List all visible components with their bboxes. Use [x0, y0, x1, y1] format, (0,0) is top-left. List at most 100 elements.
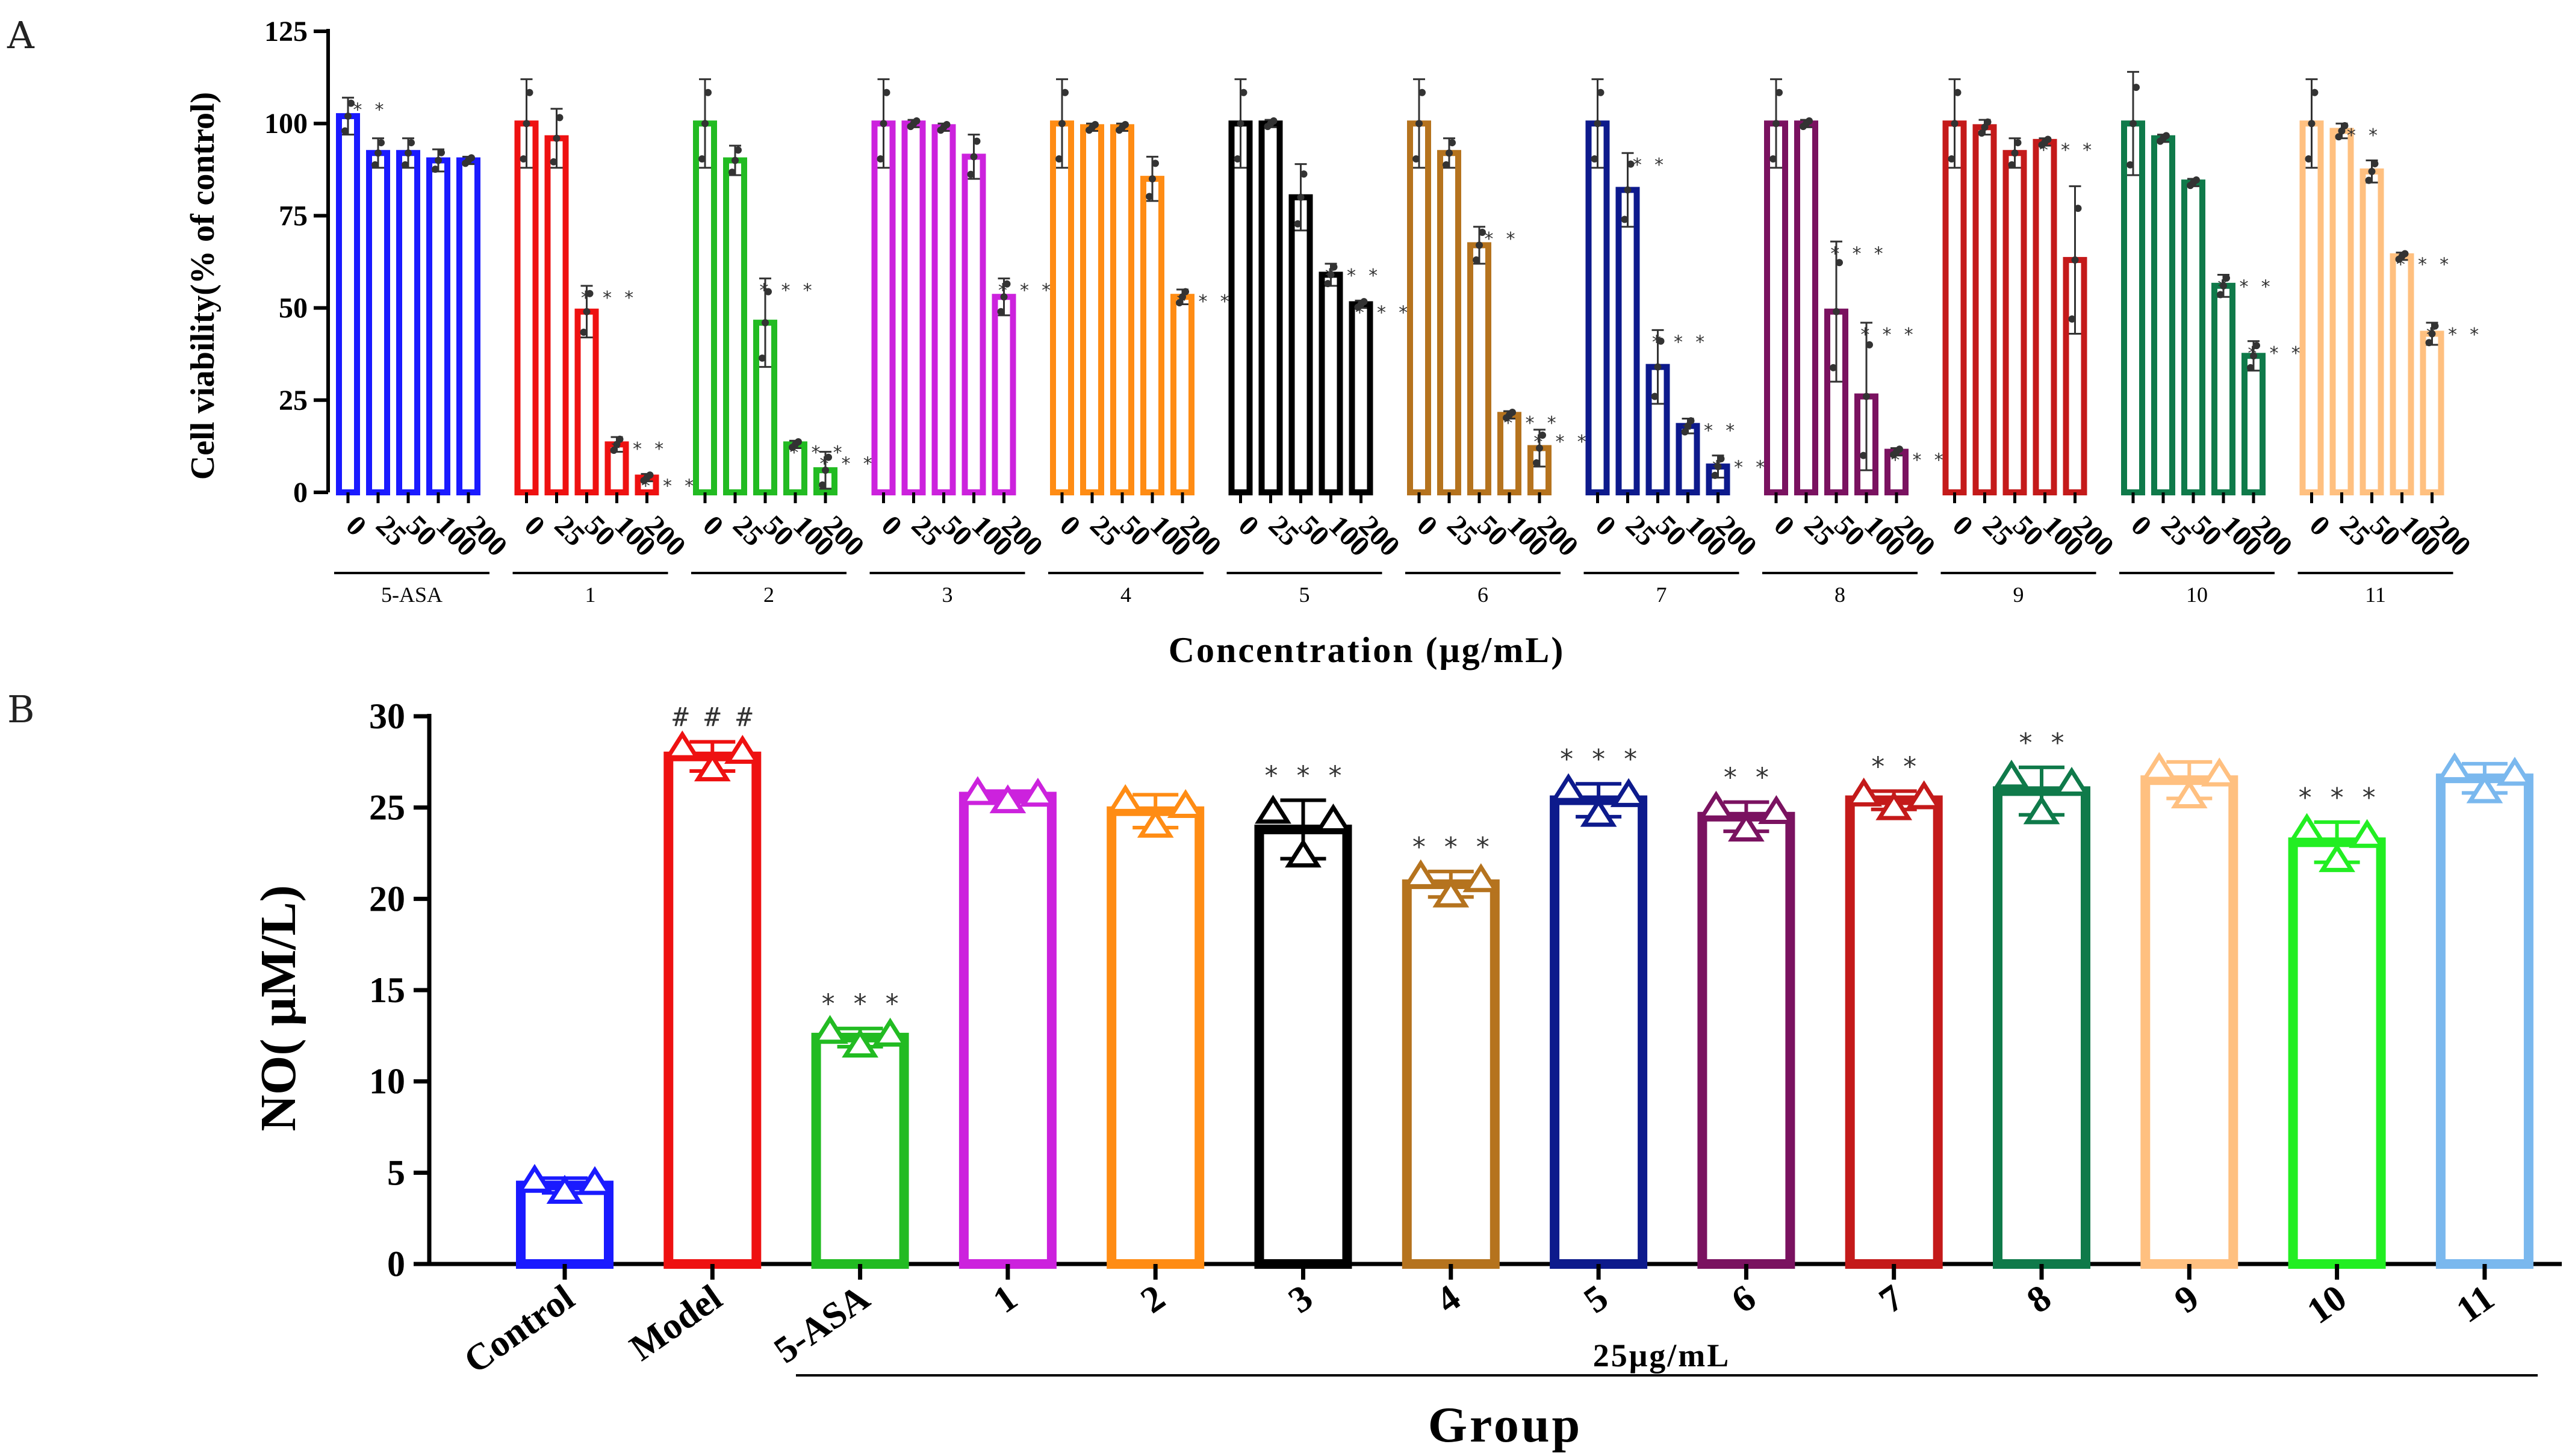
panel-a-data-point — [2217, 291, 2224, 299]
panel-b-triangle-point — [1137, 808, 1174, 838]
panel-a-significance: * * * — [1651, 332, 1705, 353]
panel-a-group-label: 4 — [1120, 583, 1131, 607]
panel-a-bar — [2299, 120, 2324, 495]
panel-a-data-point — [1948, 155, 1956, 163]
panel-a-bar — [2359, 168, 2384, 495]
panel-a-data-point — [2044, 135, 2052, 143]
panel-a-concentration-label: 0 — [1768, 509, 1800, 542]
panel-a-group-label: 5 — [1299, 583, 1310, 607]
panel-a-concentration-label: 0 — [697, 509, 729, 542]
panel-a-significance: * * * — [610, 439, 664, 460]
panel-a-bar — [426, 157, 450, 496]
panel-a-data-point — [402, 161, 409, 169]
panel-a-bar — [992, 294, 1016, 495]
panel-b-triangle-point — [1580, 798, 1617, 827]
panel-b-triangle-point — [2201, 757, 2238, 787]
panel-a-data-point — [1597, 88, 1605, 96]
panel-a-group-label: 1 — [585, 583, 596, 607]
panel-b-triangle-point — [812, 1015, 848, 1044]
panel-b-bar — [2140, 775, 2238, 1269]
panel-b-category-label: 5-ASA — [767, 1277, 877, 1372]
panel-a-data-point — [583, 308, 591, 315]
panel-a-significance: * * * — [1830, 243, 1884, 264]
panel-b-triangle-point — [1402, 859, 1440, 888]
panel-a-data-point — [432, 166, 439, 173]
panel-a-data-point — [2368, 167, 2376, 175]
panel-a-concentration-label: 0 — [1054, 509, 1086, 542]
panel-b-triangle-point — [1875, 791, 1913, 820]
panel-a-data-point — [2130, 120, 2137, 128]
panel-a-data-point — [2311, 88, 2319, 96]
panel-a-data-point — [1122, 121, 1129, 129]
panel-b-y-tick-label: 25 — [369, 788, 405, 828]
panel-a-data-point — [1234, 155, 1241, 163]
panel-a-bar — [961, 153, 986, 495]
panel-a-bar — [2121, 120, 2145, 495]
panel-a-significance: * * — [1632, 155, 1664, 176]
panel-a-data-point — [526, 88, 533, 96]
panel-a-group-label: 9 — [2013, 583, 2024, 607]
panel-a-data-point — [2071, 256, 2079, 264]
panel-a-group-label: 10 — [2186, 583, 2208, 607]
panel-a-data-point — [973, 137, 981, 145]
panel-a-bar — [1258, 120, 1283, 495]
panel-b-triangle-point — [1107, 784, 1144, 813]
panel-b-significance: * * — [1723, 763, 1770, 793]
panel-a-data-point — [2428, 330, 2436, 338]
panel-a-data-point — [553, 134, 561, 142]
panel-a-bar — [2241, 353, 2266, 495]
panel-b-bar — [1550, 795, 1648, 1269]
panel-b-bar — [2435, 773, 2533, 1269]
panel-b-y-tick-label: 10 — [369, 1062, 405, 1101]
panel-b-triangle-point — [1728, 813, 1765, 842]
panel-b-bar — [958, 792, 1057, 1269]
panel-a-data-point — [586, 290, 594, 297]
panel-b-triangle-point — [2496, 757, 2533, 786]
panel-a-data-point — [435, 156, 442, 164]
panel-a-group-label: 11 — [2365, 583, 2386, 607]
panel-a-data-point — [341, 127, 349, 135]
panel-a-data-point — [2068, 315, 2076, 323]
panel-a-data-point — [2425, 339, 2433, 347]
panel-a-bar — [544, 135, 569, 496]
panel-b-triangle-point — [1610, 778, 1647, 807]
panel-b-category-label: 6 — [1724, 1277, 1763, 1321]
panel-a-significance: * * * — [1681, 420, 1735, 441]
panel-a-significance: * * * — [1533, 432, 1587, 453]
panel-a-data-point — [1591, 155, 1598, 163]
panel-a-data-point — [1594, 120, 1601, 128]
panel-a-bar — [1349, 301, 1373, 495]
panel-a-bar — [2002, 150, 2027, 495]
panel-a-group-label: 2 — [763, 583, 774, 607]
panel-b-triangle-point — [2053, 766, 2090, 796]
panel-a-data-point — [550, 158, 558, 166]
panel-a-data-point — [1324, 280, 1332, 288]
panel-a-data-point — [616, 435, 624, 443]
panel-a-bar — [1437, 150, 1461, 495]
panel-a-data-point — [967, 170, 975, 178]
panel-b-y-tick-label: 30 — [369, 696, 405, 736]
panel-a-data-point — [825, 453, 832, 461]
panel-b-category-label: 10 — [2300, 1277, 2354, 1332]
panel-b-triangle-point — [1019, 778, 1057, 807]
panel-a-data-point — [822, 466, 829, 474]
panel-a-significance: * * * — [640, 476, 694, 497]
panel-a-data-point — [735, 146, 742, 154]
panel-b-significance: * * — [2018, 728, 2065, 758]
panel-a-significance: * * * — [2395, 255, 2449, 276]
panel-a-bar — [1972, 124, 1997, 495]
panel-a-data-point — [1092, 121, 1099, 129]
panel-a-significance: * * * — [789, 442, 843, 463]
panel-a-data-point — [2247, 364, 2254, 371]
panel-a-data-point — [2365, 176, 2373, 184]
panel-b-category-label: 4 — [1429, 1277, 1467, 1321]
panel-a-data-point — [1297, 193, 1305, 201]
panel-a-group-label: 6 — [1477, 583, 1488, 607]
panel-b-y-tick-label: 5 — [387, 1153, 405, 1192]
panel-b-triangle-point — [2319, 843, 2355, 872]
panel-a-data-point — [2223, 274, 2230, 282]
panel-a-data-point — [646, 471, 654, 479]
panel-a-significance: * * * — [2247, 343, 2301, 364]
panel-a-data-point — [1240, 88, 1247, 96]
panel-a-data-point — [1806, 117, 1813, 125]
